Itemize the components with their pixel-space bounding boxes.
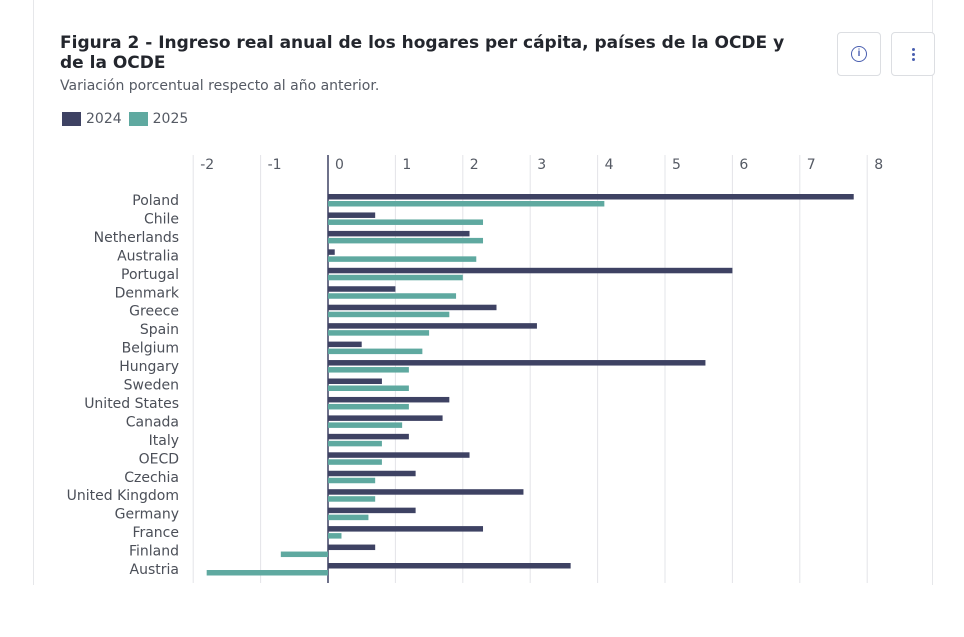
category-label: Canada — [126, 414, 179, 430]
x-tick-label: 2 — [470, 157, 479, 173]
x-tick-label: -2 — [200, 157, 214, 173]
bar-2025: Germany 2025: 0.6 — [328, 514, 369, 521]
bar-2024: Portugal 2024: 6 — [328, 267, 733, 274]
category-label: United Kingdom — [67, 488, 179, 504]
x-tick-label: 7 — [807, 157, 816, 173]
category-label: Australia — [117, 248, 179, 264]
bar-2024: Netherlands 2024: 2.1 — [328, 230, 470, 237]
legend-swatch-2024 — [62, 112, 81, 126]
bar-2025: Canada 2025: 1.1 — [328, 422, 403, 428]
info-button[interactable]: i — [837, 32, 881, 76]
chart-subtitle: Variación porcentual respecto al año ant… — [60, 78, 380, 94]
bar-2024: Finland 2024: 0.7 — [328, 544, 376, 551]
bar-2025: United Kingdom 2025: 0.7 — [328, 496, 376, 502]
chart-legend: 2024 2025 — [62, 111, 195, 127]
x-tick-label: 4 — [605, 157, 614, 173]
category-label: Poland — [132, 193, 179, 209]
x-tick-label: 0 — [335, 157, 344, 173]
more-options-button[interactable] — [891, 32, 935, 76]
bar-2025: Netherlands 2025: 2.3 — [328, 237, 484, 244]
legend-label-2024: 2024 — [86, 111, 122, 127]
bar-2024: Canada 2024: 1.7 — [328, 415, 443, 421]
bar-2024: Spain 2024: 3.1 — [328, 323, 537, 329]
legend-label-2025: 2025 — [152, 111, 189, 127]
x-tick-label: 5 — [672, 157, 681, 173]
category-label: Hungary — [119, 359, 179, 375]
bar-2024: Belgium 2024: 0.5 — [328, 341, 362, 348]
category-label: Germany — [115, 507, 179, 523]
bar-2025: Poland 2025: 4.1 — [328, 201, 605, 207]
category-label: Spain — [140, 322, 179, 338]
bar-2024: Australia 2024: 0.1 — [328, 249, 335, 255]
category-label: Denmark — [115, 285, 180, 301]
bar-2025: Chile 2025: 2.3 — [328, 219, 484, 225]
category-label: Finland — [129, 544, 179, 560]
category-label: Greece — [129, 304, 179, 320]
x-tick-label: 6 — [739, 157, 748, 173]
bar-2025: Czechia 2025: 0.7 — [328, 477, 376, 484]
bar-2024: Denmark 2024: 1 — [328, 286, 396, 292]
category-label: Sweden — [124, 378, 179, 394]
bar-2024: OECD 2024: 2.1 — [328, 452, 470, 458]
bar-2025: United States 2025: 1.2 — [328, 403, 409, 410]
bar-2025: France 2025: 0.2 — [328, 533, 342, 539]
bar-2025: OECD 2025: 0.8 — [328, 459, 382, 465]
chart-card — [33, 0, 933, 585]
bar-2024: Sweden 2024: 0.8 — [328, 378, 382, 384]
bar-2024: United States 2024: 1.8 — [328, 396, 450, 403]
bar-2025: Denmark 2025: 1.9 — [328, 293, 457, 299]
bar-2024: Poland 2024: 7.8 — [328, 194, 854, 200]
bar-2024: Greece 2024: 2.5 — [328, 304, 497, 311]
vertical-dots-icon — [911, 47, 915, 61]
bar-2024: Italy 2024: 1.2 — [328, 433, 409, 440]
legend-item-2025[interactable]: 2025 — [128, 111, 189, 127]
bar-2024: Chile 2024: 0.7 — [328, 212, 376, 218]
bar-2025: Spain 2025: 1.5 — [328, 330, 430, 336]
bar-2024: Austria 2024: 3.6 — [328, 563, 571, 569]
bar-2025: Finland 2025: -0.7 — [280, 551, 328, 558]
chart-title: Figura 2 - Ingreso real anual de los hog… — [60, 33, 785, 73]
category-label: Portugal — [121, 267, 179, 283]
legend-swatch-2025 — [128, 112, 148, 126]
category-label: United States — [84, 396, 179, 412]
category-label: Czechia — [124, 470, 179, 486]
bar-2024: Hungary 2024: 5.6 — [328, 360, 706, 366]
bar-2025: Hungary 2025: 1.2 — [328, 367, 409, 373]
bar-2025: Australia 2025: 2.2 — [328, 256, 477, 262]
bar-2025: Belgium 2025: 1.4 — [328, 348, 423, 355]
category-label: OECD — [139, 451, 179, 467]
x-tick-label: 1 — [402, 157, 411, 173]
info-icon: i — [851, 46, 867, 62]
x-tick-label: 3 — [537, 157, 546, 173]
x-tick-label: 8 — [874, 157, 883, 173]
bar-2024: Czechia 2024: 1.3 — [328, 470, 416, 477]
category-label: Italy — [149, 433, 179, 449]
bar-2025: Italy 2025: 0.8 — [328, 440, 382, 447]
category-label: Netherlands — [94, 230, 179, 246]
bar-2025: Austria 2025: -1.8 — [206, 570, 328, 576]
bar-2025: Portugal 2025: 2 — [328, 274, 463, 281]
bar-2025: Greece 2025: 1.8 — [328, 311, 450, 318]
bar-2025: Sweden 2025: 1.2 — [328, 385, 409, 391]
category-label: Austria — [130, 562, 179, 578]
category-label: France — [132, 525, 179, 541]
category-label: Belgium — [122, 341, 179, 357]
legend-item-2024[interactable]: 2024 — [62, 111, 122, 127]
bar-2024: France 2024: 2.3 — [328, 526, 484, 532]
bar-2024: United Kingdom 2024: 2.9 — [328, 489, 524, 495]
x-tick-label: -1 — [268, 157, 282, 173]
bar-2024: Germany 2024: 1.3 — [328, 507, 416, 514]
category-label: Chile — [144, 211, 179, 227]
